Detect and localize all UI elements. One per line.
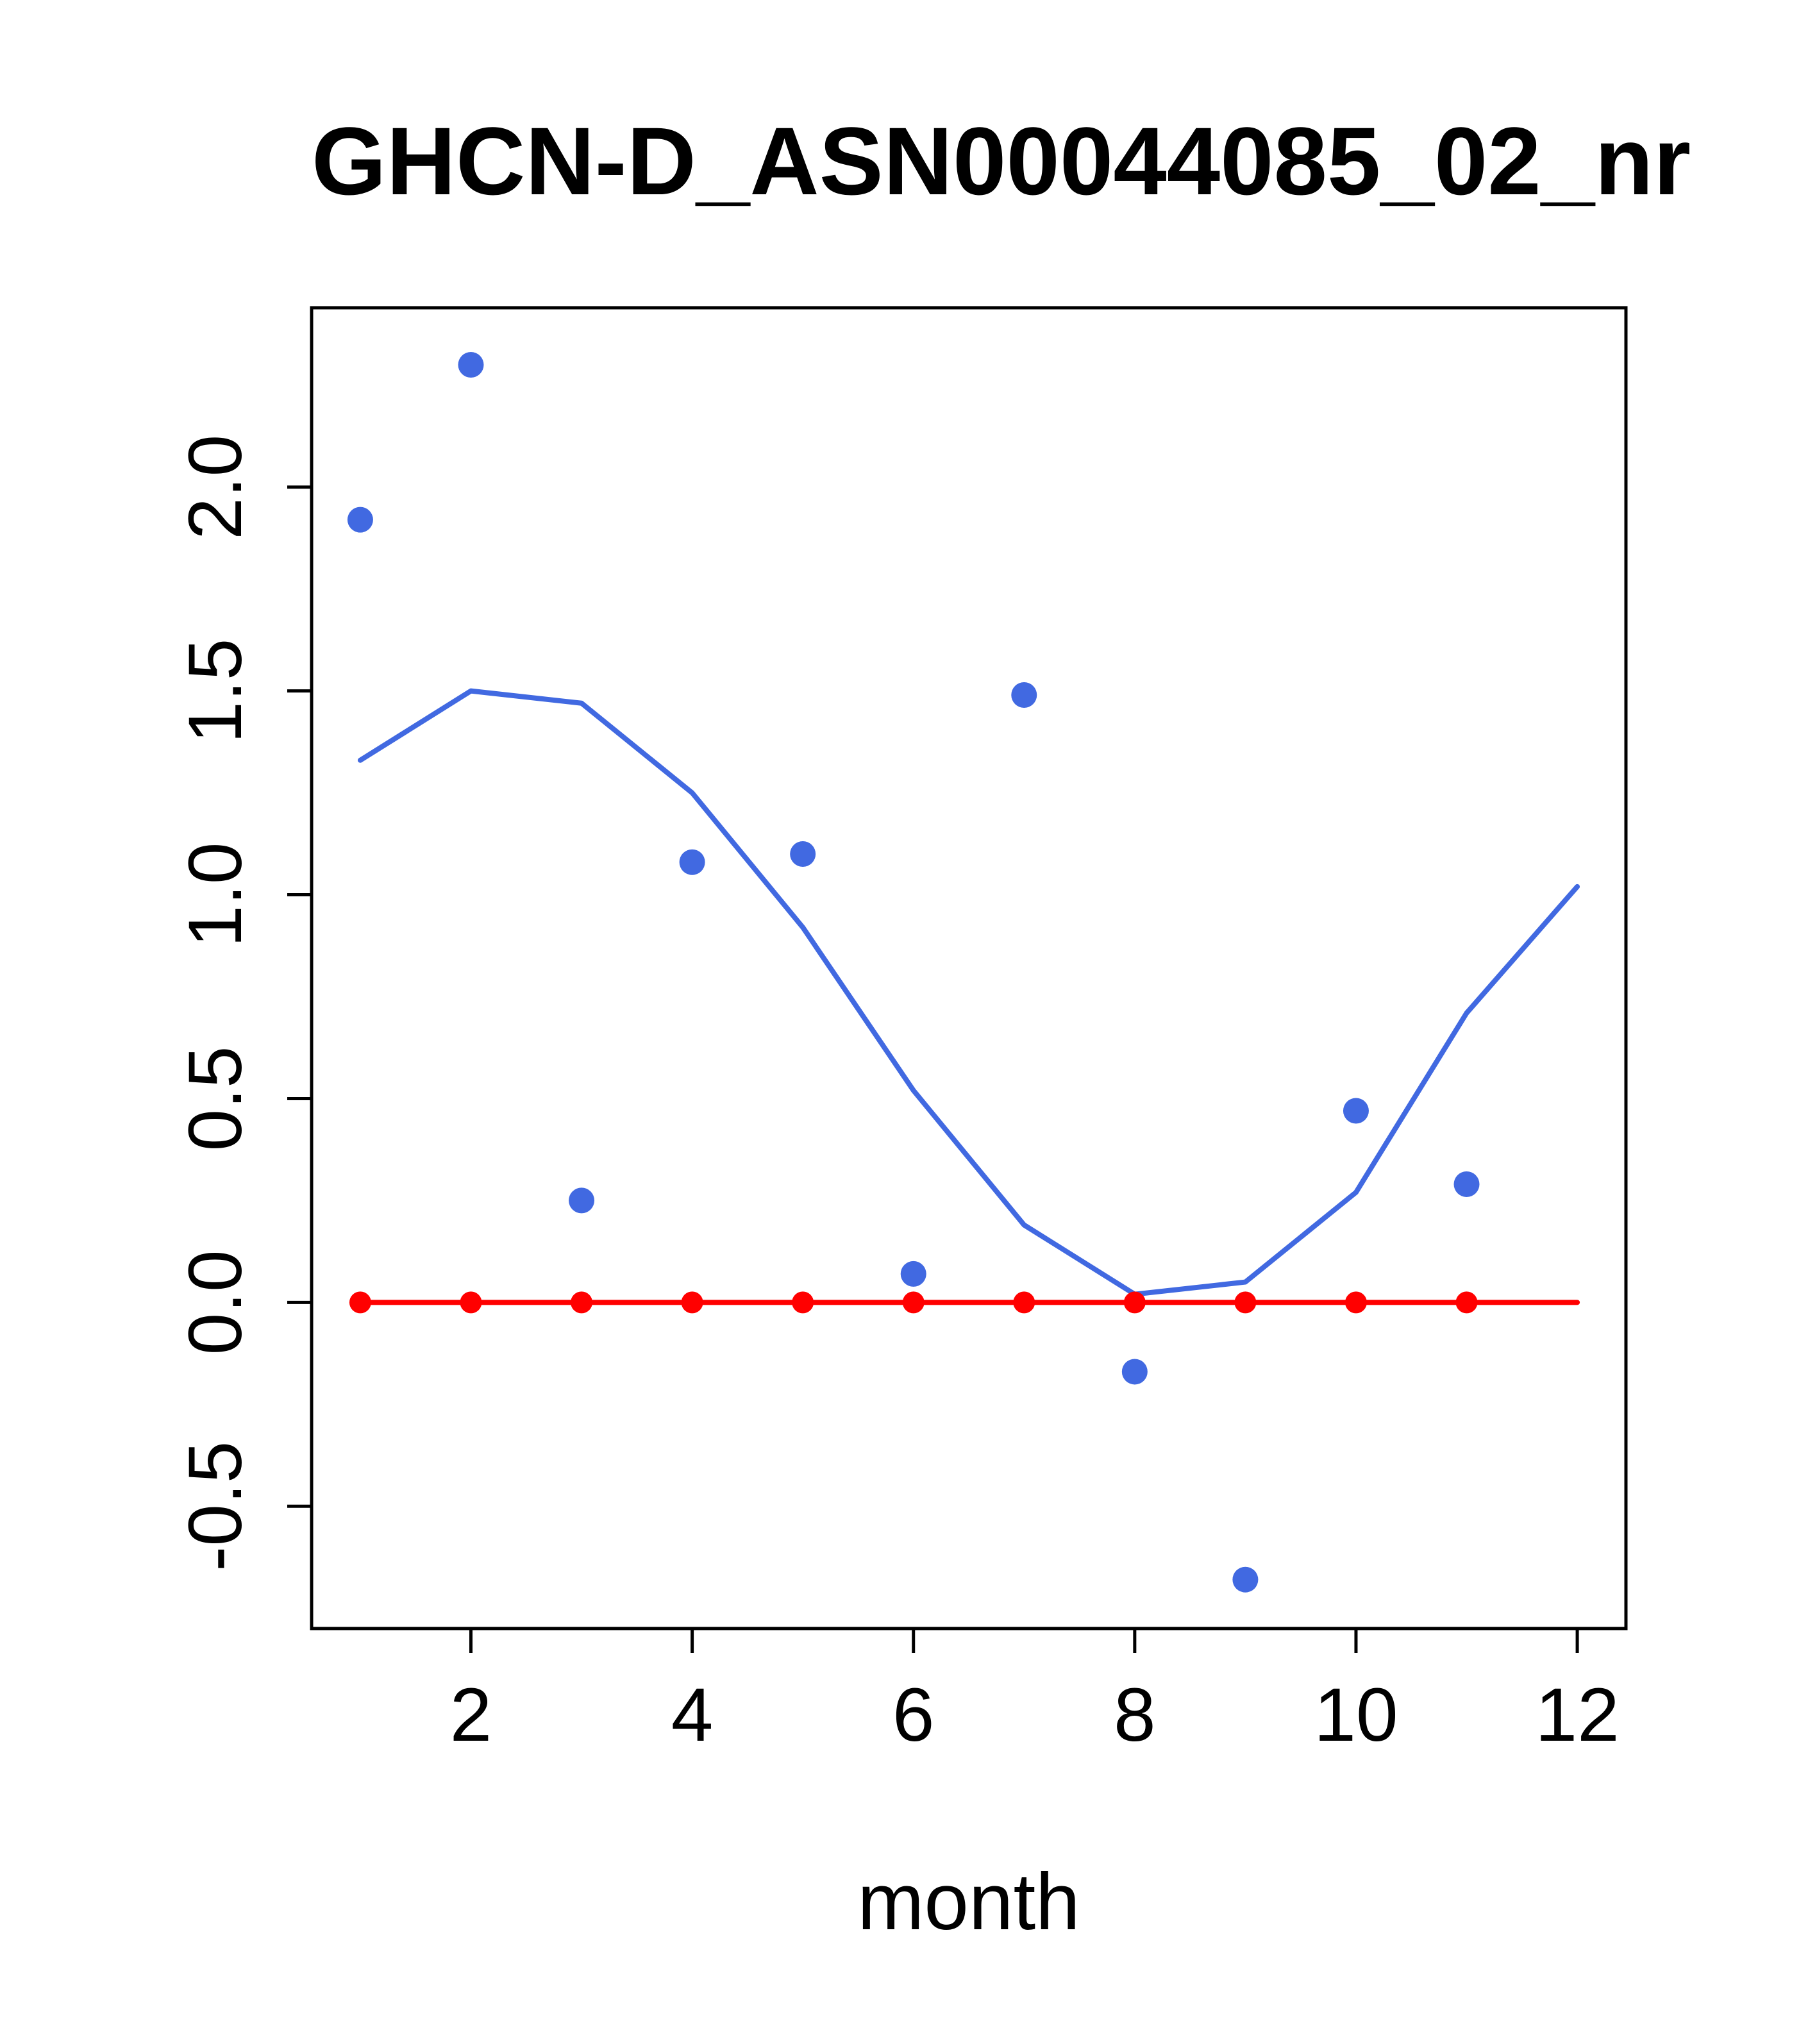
zero-baseline-points-point (571, 1291, 593, 1314)
monthly-values-point (1343, 1098, 1369, 1124)
x-tick-label: 10 (1314, 1673, 1398, 1757)
monthly-values-point (569, 1187, 595, 1214)
monthly-values-point (900, 1261, 926, 1287)
y-tick-label: 1.5 (173, 639, 258, 744)
monthly-values-point (1011, 682, 1037, 708)
zero-baseline-points-point (1123, 1291, 1146, 1314)
monthly-values-point (1121, 1359, 1148, 1385)
monthly-values-point (1453, 1171, 1480, 1197)
zero-baseline-points-point (460, 1291, 482, 1314)
monthly-values-point (679, 849, 705, 875)
x-tick-label: 6 (892, 1673, 935, 1757)
x-axis-label: month (857, 1857, 1080, 1947)
monthly-values-point (458, 352, 484, 378)
zero-baseline-points-point (1344, 1291, 1367, 1314)
zero-baseline-points-point (681, 1291, 703, 1314)
y-tick-label: 0.5 (173, 1046, 258, 1151)
plot-border (310, 306, 1628, 1630)
x-tick-label: 4 (671, 1673, 714, 1757)
monthly-values-point (790, 841, 816, 867)
x-tick-label: 8 (1114, 1673, 1156, 1757)
zero-baseline-points-point (349, 1291, 371, 1314)
y-tick-label: 1.0 (173, 842, 258, 948)
zero-baseline-points-point (902, 1291, 925, 1314)
x-tick-label: 2 (450, 1673, 492, 1757)
zero-baseline-points-point (792, 1291, 814, 1314)
zero-baseline-points-point (1455, 1291, 1478, 1314)
monthly-values-point (347, 507, 373, 533)
y-tick-label: 2.0 (173, 435, 258, 540)
chart-title: GHCN-D_ASN00044085_02_nr (312, 107, 1691, 215)
x-tick-label: 12 (1535, 1673, 1619, 1757)
y-tick-label: 0.0 (173, 1250, 258, 1355)
y-tick-label: -0.5 (173, 1441, 258, 1571)
monthly-values-point (1232, 1566, 1259, 1593)
smoothed-fit-line (357, 688, 1580, 1297)
zero-baseline-points-point (1013, 1291, 1035, 1314)
zero-baseline-points-point (1234, 1291, 1257, 1314)
